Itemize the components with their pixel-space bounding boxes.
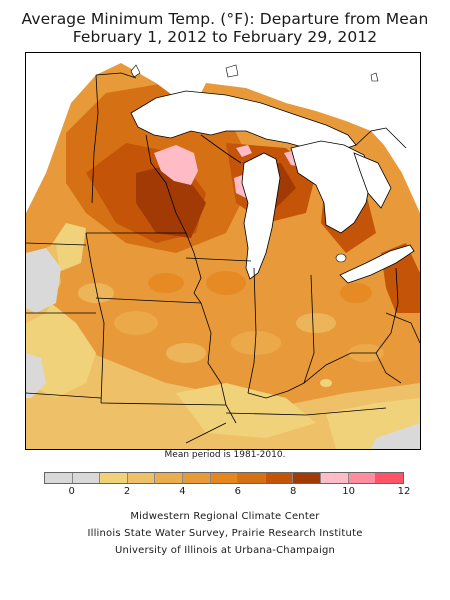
legend-tick-label: 2 bbox=[123, 486, 131, 497]
legend-swatch bbox=[183, 473, 211, 483]
legend-swatch bbox=[100, 473, 128, 483]
legend-swatch bbox=[293, 473, 322, 483]
legend-swatch bbox=[155, 473, 184, 483]
legend-swatch bbox=[127, 473, 156, 483]
legend-tick-label: 12 bbox=[397, 486, 411, 497]
legend-swatch bbox=[210, 473, 239, 483]
temperature-departure-map bbox=[25, 52, 421, 450]
legend-swatch bbox=[321, 473, 349, 483]
map-title: Average Minimum Temp. (°F): Departure fr… bbox=[21, 10, 429, 28]
credit-mrcc: Midwestern Regional Climate Center bbox=[130, 511, 320, 522]
color-legend-bar bbox=[44, 472, 404, 484]
legend-swatch bbox=[72, 473, 101, 483]
mean-period-note: Mean period is 1981-2010. bbox=[164, 450, 286, 460]
legend-swatch bbox=[348, 473, 377, 483]
legend-swatch bbox=[265, 473, 294, 483]
map-subtitle: February 1, 2012 to February 29, 2012 bbox=[72, 28, 378, 46]
legend-swatch bbox=[238, 473, 266, 483]
legend-tick-label: 10 bbox=[342, 486, 355, 497]
legend-tick-label: 8 bbox=[290, 486, 297, 497]
legend-tick-label: 4 bbox=[179, 486, 186, 497]
legend-tick-label: 0 bbox=[68, 486, 75, 497]
credit-uiuc: University of Illinois at Urbana-Champai… bbox=[114, 545, 336, 556]
legend-tick-label: 6 bbox=[234, 486, 242, 497]
legend-swatch bbox=[45, 473, 73, 483]
credit-isws: Illinois State Water Survey, Prairie Res… bbox=[87, 528, 363, 539]
legend-swatch bbox=[376, 473, 403, 483]
legend-tick-labels: 0 2 4 6 8 10 12 bbox=[44, 486, 411, 500]
